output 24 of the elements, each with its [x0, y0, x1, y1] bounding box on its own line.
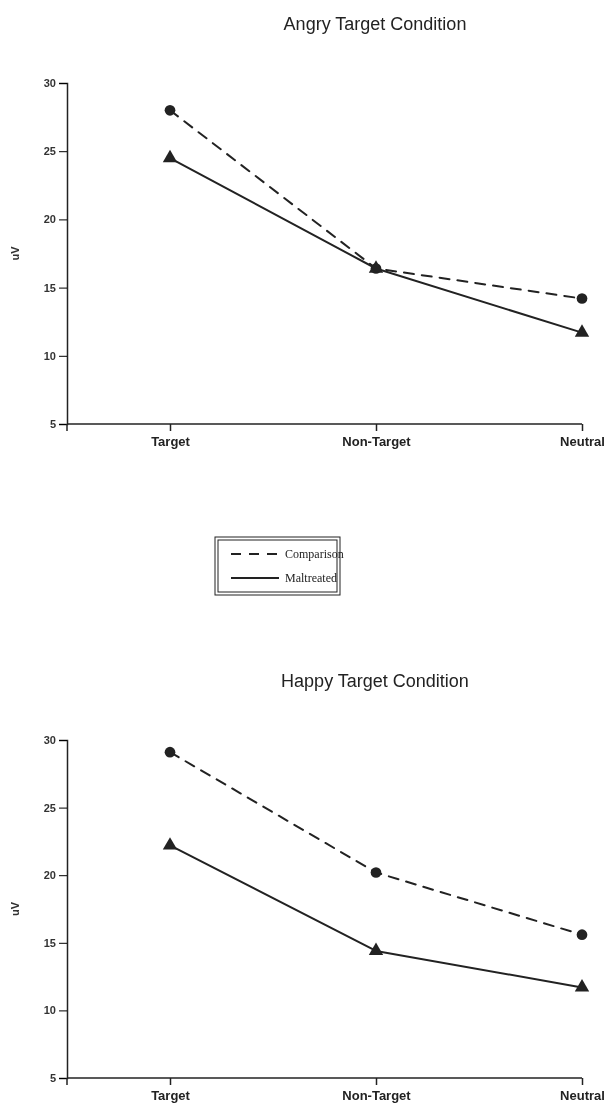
y-tick-label: 30: [43, 77, 56, 90]
x-tick-label: Target: [151, 1088, 191, 1104]
y-tick-label: 20: [43, 213, 56, 226]
y-axis-title: uV: [9, 245, 21, 261]
y-tick-label: 15: [43, 936, 56, 949]
x-tick-label: Non-Target: [342, 1088, 412, 1104]
y-tick-label: 30: [43, 734, 56, 747]
y-tick-label: 25: [43, 145, 56, 158]
y-tick-label: 25: [43, 801, 56, 814]
x-tick-label: Target: [151, 434, 191, 450]
y-tick-label: 5: [49, 1072, 56, 1085]
y-tick-label: 10: [43, 349, 56, 362]
x-tick-label: Neutral: [560, 1088, 605, 1104]
x-tick-label: Non-Target: [342, 434, 412, 450]
y-axis-title: uV: [9, 901, 21, 917]
y-tick-label: 10: [43, 1004, 56, 1017]
legend-label: Maltreated: [285, 571, 337, 585]
y-tick-label: 20: [43, 869, 56, 882]
x-tick-label: Neutral: [560, 434, 605, 450]
y-tick-label: 15: [43, 281, 56, 294]
chart-title: Angry Target Condition: [283, 14, 467, 34]
chart-title: Happy Target Condition: [281, 671, 469, 691]
y-tick-label: 5: [49, 418, 56, 431]
legend-label: Comparison: [285, 547, 344, 561]
